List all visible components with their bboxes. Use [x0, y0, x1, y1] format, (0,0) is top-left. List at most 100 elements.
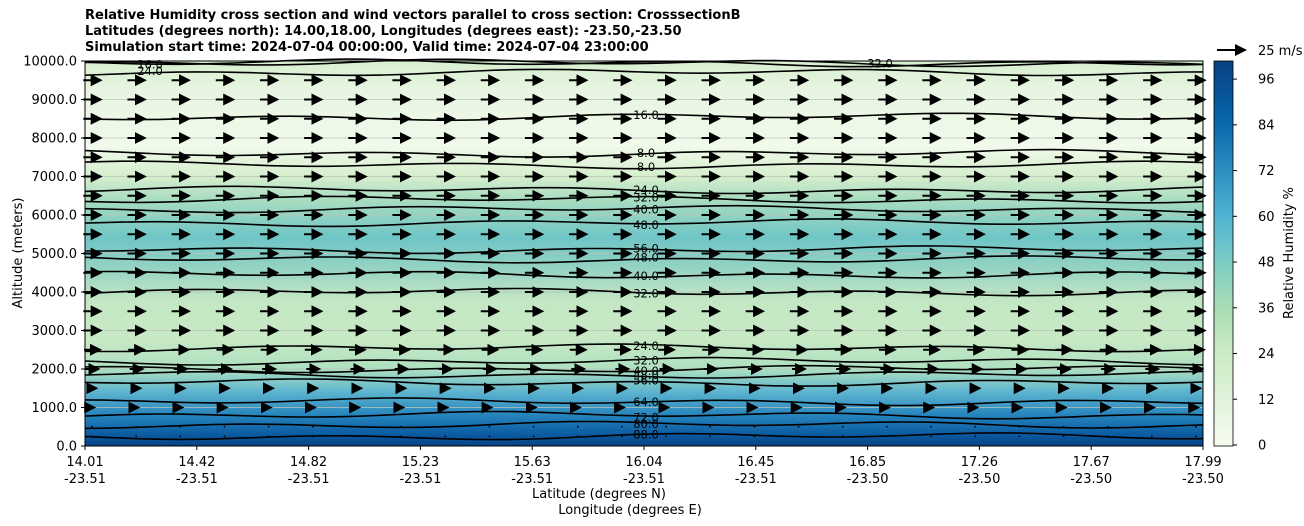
contour-label: 48.0 — [633, 250, 659, 264]
wind-vector — [488, 435, 491, 438]
wind-vector — [1106, 425, 1109, 428]
x-axis-label: Latitude (degrees N) — [532, 487, 666, 502]
x-tick-label-lat: 16.85 — [849, 455, 886, 470]
y-tick-label: 7000.0 — [32, 170, 78, 185]
y-tick-label: 6000.0 — [32, 209, 78, 224]
wind-vector — [841, 425, 844, 428]
colorbar-ramp — [1213, 60, 1234, 447]
y-axis-label: Altitude (meters) — [11, 198, 26, 309]
wind-vector — [930, 425, 932, 428]
wind-vector — [1150, 435, 1153, 438]
x-axis-label-2: Longitude (degrees E) — [558, 503, 702, 518]
wind-vector — [885, 425, 888, 428]
y-tick-label: 10000.0 — [23, 55, 77, 70]
contour-lines — [84, 58, 1204, 441]
wind-vector — [1195, 425, 1197, 428]
contour-label: 72.0 — [633, 410, 659, 424]
x-tick-label-lat: 17.99 — [1184, 455, 1221, 470]
contour-line — [84, 160, 1204, 170]
y-tick-label: 3000.0 — [32, 324, 78, 339]
wind-vector — [400, 435, 403, 438]
x-tick-label-lat: 15.63 — [514, 455, 551, 470]
contour-label: 32.0 — [633, 353, 659, 367]
colorbar-tick-label: 0 — [1258, 439, 1266, 454]
colorbar-tick-label: 96 — [1258, 73, 1275, 88]
contour-label: 56.0 — [633, 242, 659, 256]
colorbar-tick-label: 24 — [1258, 347, 1275, 362]
wind-vector — [223, 435, 226, 438]
colorbar-tick-label: 12 — [1258, 393, 1275, 408]
wind-vector — [709, 435, 712, 438]
wind-vector — [91, 425, 93, 428]
wind-vector — [1106, 435, 1109, 438]
x-tick-label-lat: 14.01 — [66, 455, 103, 470]
x-axis: 14.01 -23.51 14.42 -23.51 14.82 -23.51 15.23 -2… — [64, 446, 1224, 487]
wind-vector — [1062, 425, 1065, 428]
wind-vector — [621, 435, 623, 438]
wind-vector — [576, 435, 579, 438]
x-tick-label-lon: -23.51 — [288, 472, 330, 487]
contour-line — [84, 432, 1204, 441]
contour-label: 32.0 — [867, 57, 893, 71]
x-tick-label-lat: 15.23 — [402, 455, 439, 470]
x-tick-label-lat: 14.82 — [290, 455, 327, 470]
plot-area: 88.080.072.064.056.048.040.032.024.032.0… — [83, 57, 1207, 447]
x-tick-label-lon: -23.51 — [64, 472, 106, 487]
contour-label: 24.0 — [633, 183, 659, 197]
contour-label: 40.0 — [633, 269, 659, 283]
colorbar-tick-label: 84 — [1258, 118, 1275, 133]
x-tick-label-lat: 17.67 — [1073, 455, 1110, 470]
wind-reference-label: 25 m/s — [1258, 44, 1303, 59]
colorbar: 0 12 24 36 48 60 72 84 96 Relative Humidity % — [1213, 60, 1297, 454]
y-axis: 0.0 1000.0 2000.0 3000.0 4000.0 5000.0 6000.0 7… — [23, 55, 85, 455]
x-tick-label-lat: 16.04 — [625, 455, 662, 470]
wind-vector — [797, 435, 800, 438]
wind-vector — [576, 425, 579, 428]
wind-vector — [267, 435, 270, 438]
x-tick-label-lat: 14.42 — [178, 455, 215, 470]
wind-vector — [135, 425, 138, 428]
contour-label: 64.0 — [633, 395, 659, 409]
wind-vector — [930, 435, 932, 438]
wind-vector — [797, 425, 800, 428]
colorbar-ticks: 0 12 24 36 48 60 72 84 96 — [1233, 73, 1275, 454]
wind-vector — [179, 425, 182, 428]
wind-reference-key: 25 m/s — [1217, 44, 1303, 59]
contour-label: 48.0 — [633, 218, 659, 232]
contour-label: 32.0 — [633, 286, 659, 300]
colorbar-tick-label: 60 — [1258, 210, 1275, 225]
contour-label: 16.0 — [137, 58, 163, 72]
wind-vector — [709, 425, 712, 428]
contour-label: 8.0 — [637, 146, 655, 160]
contour-label: 32.0 — [633, 190, 659, 204]
wind-vector — [91, 435, 93, 438]
wind-vector — [400, 425, 403, 428]
y-tick-label: 4000.0 — [32, 286, 78, 301]
y-tick-label: 2000.0 — [32, 363, 78, 378]
contour-label: 40.0 — [633, 364, 659, 378]
wind-vector — [974, 435, 977, 438]
wind-vector — [1150, 425, 1153, 428]
chart-title: Relative Humidity cross section and wind… — [85, 8, 741, 56]
colorbar-tick-label: 48 — [1258, 256, 1275, 271]
contour-label: 16.0 — [633, 108, 659, 122]
y-tick-label: 0.0 — [56, 440, 77, 455]
wind-vector — [1062, 435, 1065, 438]
contour-label: 56.0 — [633, 373, 659, 387]
x-tick-label-lon: -23.51 — [511, 472, 553, 487]
wind-vector — [444, 425, 447, 428]
title-line-3: Simulation start time: 2024-07-04 00:00:… — [85, 40, 649, 55]
wind-vector — [488, 425, 491, 428]
wind-vector — [356, 435, 358, 438]
wind-vector — [753, 435, 756, 438]
contour-line — [84, 410, 1204, 420]
title-line-2: Latitudes (degrees north): 14.00,18.00, … — [85, 24, 682, 39]
contour-label: 24.0 — [633, 339, 659, 353]
y-tick-label: 5000.0 — [32, 247, 78, 262]
contour-label: 80.0 — [633, 417, 659, 431]
x-tick-label-lon: -23.50 — [1182, 472, 1224, 487]
wind-vector — [179, 435, 182, 438]
wind-vector — [621, 425, 623, 428]
x-tick-label-lat: 16.45 — [737, 455, 774, 470]
colorbar-tick-label: 36 — [1258, 301, 1275, 316]
